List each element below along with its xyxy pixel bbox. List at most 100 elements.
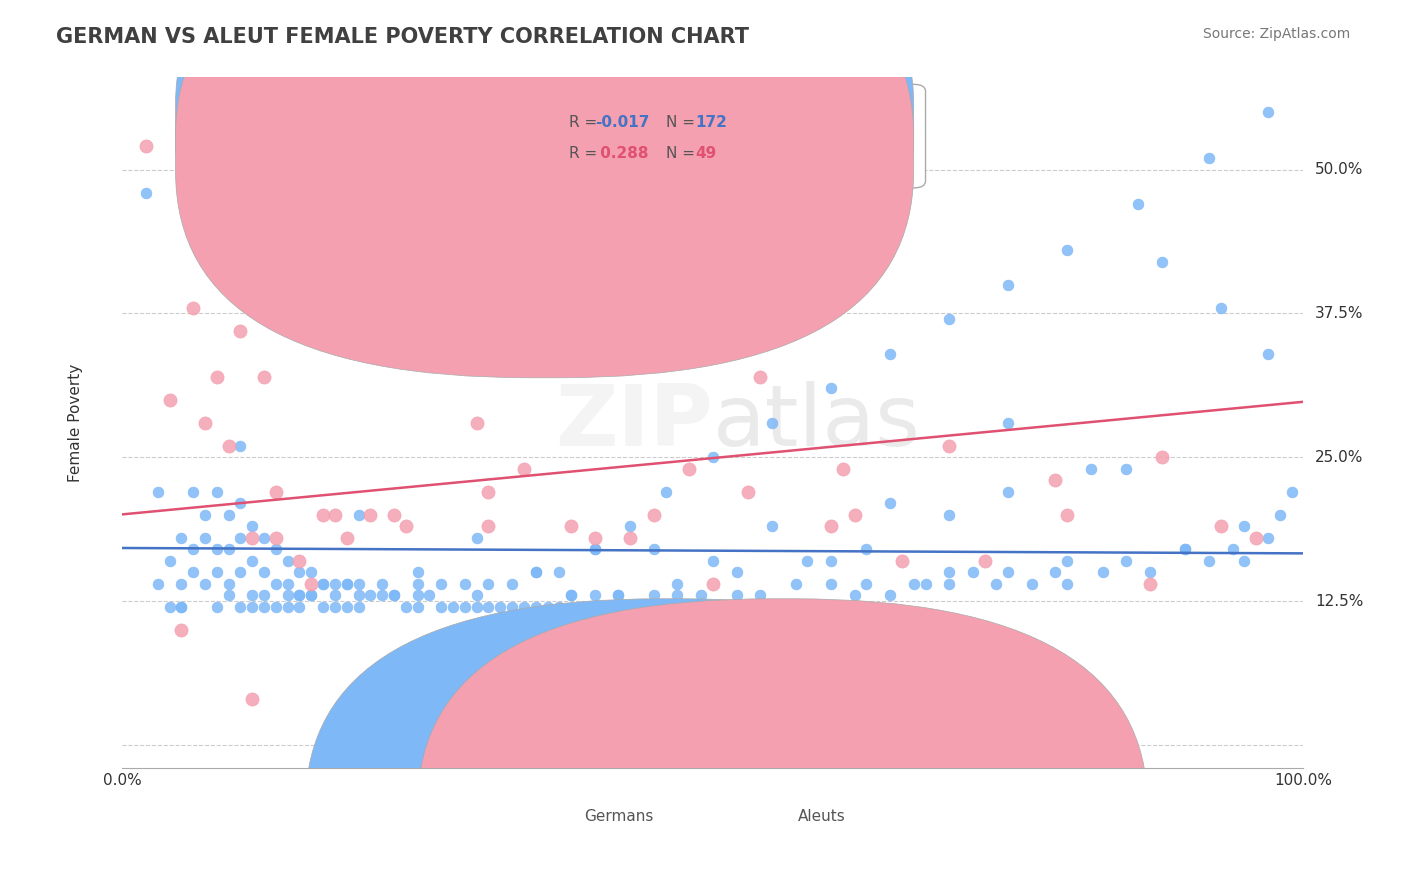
Point: [820, 519, 842, 533]
Point: [678, 599, 700, 614]
FancyBboxPatch shape: [176, 0, 914, 347]
Point: [371, 588, 394, 602]
Point: [441, 599, 464, 614]
Point: [159, 392, 181, 407]
Text: 0.288: 0.288: [595, 146, 648, 161]
Point: [903, 576, 925, 591]
Text: N =: N =: [665, 115, 700, 130]
Point: [560, 588, 582, 602]
Point: [1233, 519, 1256, 533]
Point: [240, 588, 263, 602]
Text: 37.5%: 37.5%: [1315, 306, 1364, 321]
Point: [288, 554, 311, 568]
Point: [323, 588, 346, 602]
Point: [1174, 542, 1197, 557]
Point: [844, 508, 866, 522]
Point: [347, 599, 370, 614]
Point: [240, 599, 263, 614]
Point: [986, 576, 1008, 591]
Point: [181, 484, 204, 499]
Point: [170, 599, 193, 614]
Point: [371, 576, 394, 591]
Point: [240, 691, 263, 706]
Text: 12.5%: 12.5%: [1315, 593, 1364, 608]
Point: [643, 588, 665, 602]
Point: [288, 566, 311, 580]
Point: [229, 439, 252, 453]
Point: [465, 531, 488, 545]
Point: [299, 588, 322, 602]
Point: [277, 554, 299, 568]
FancyBboxPatch shape: [305, 599, 1035, 892]
Point: [382, 588, 405, 602]
Point: [1091, 566, 1114, 580]
Point: [855, 542, 877, 557]
Point: [395, 254, 418, 268]
Point: [229, 599, 252, 614]
Point: [796, 599, 818, 614]
Point: [465, 588, 488, 602]
Point: [725, 566, 748, 580]
Point: [619, 599, 641, 614]
Point: [1139, 566, 1161, 580]
Point: [501, 576, 523, 591]
Point: [181, 301, 204, 315]
Point: [170, 623, 193, 637]
Point: [796, 554, 818, 568]
Point: [477, 519, 499, 533]
Point: [607, 588, 630, 602]
Point: [643, 508, 665, 522]
Point: [1056, 576, 1078, 591]
Point: [1198, 151, 1220, 165]
Point: [288, 588, 311, 602]
Point: [406, 576, 429, 591]
Point: [749, 588, 772, 602]
Point: [170, 576, 193, 591]
Point: [855, 576, 877, 591]
Point: [785, 576, 807, 591]
Point: [253, 588, 276, 602]
Point: [264, 484, 287, 499]
Point: [312, 576, 335, 591]
Point: [406, 588, 429, 602]
Point: [264, 599, 287, 614]
Point: [277, 576, 299, 591]
Point: [513, 599, 536, 614]
Point: [1281, 484, 1303, 499]
Point: [406, 566, 429, 580]
Point: [1257, 105, 1279, 120]
Point: [229, 566, 252, 580]
Point: [170, 599, 193, 614]
Point: [761, 416, 783, 430]
Point: [253, 369, 276, 384]
Point: [548, 566, 571, 580]
Point: [879, 346, 901, 360]
Text: Female Poverty: Female Poverty: [67, 364, 83, 482]
Point: [312, 599, 335, 614]
Point: [194, 416, 217, 430]
Point: [938, 439, 960, 453]
FancyBboxPatch shape: [501, 85, 925, 188]
Point: [205, 542, 228, 557]
Point: [890, 554, 912, 568]
Point: [264, 542, 287, 557]
Point: [205, 599, 228, 614]
Point: [277, 588, 299, 602]
Text: Germans: Germans: [585, 809, 654, 823]
Point: [737, 599, 759, 614]
Point: [820, 381, 842, 395]
Point: [430, 324, 453, 338]
Text: 49: 49: [695, 146, 717, 161]
Point: [973, 554, 995, 568]
Point: [205, 369, 228, 384]
Point: [277, 599, 299, 614]
Point: [229, 496, 252, 510]
Point: [1209, 301, 1232, 315]
Text: 172: 172: [695, 115, 727, 130]
Point: [477, 599, 499, 614]
Point: [1126, 197, 1149, 211]
Text: GERMAN VS ALEUT FEMALE POVERTY CORRELATION CHART: GERMAN VS ALEUT FEMALE POVERTY CORRELATI…: [56, 27, 749, 46]
Point: [1257, 531, 1279, 545]
Point: [749, 369, 772, 384]
Point: [218, 542, 240, 557]
